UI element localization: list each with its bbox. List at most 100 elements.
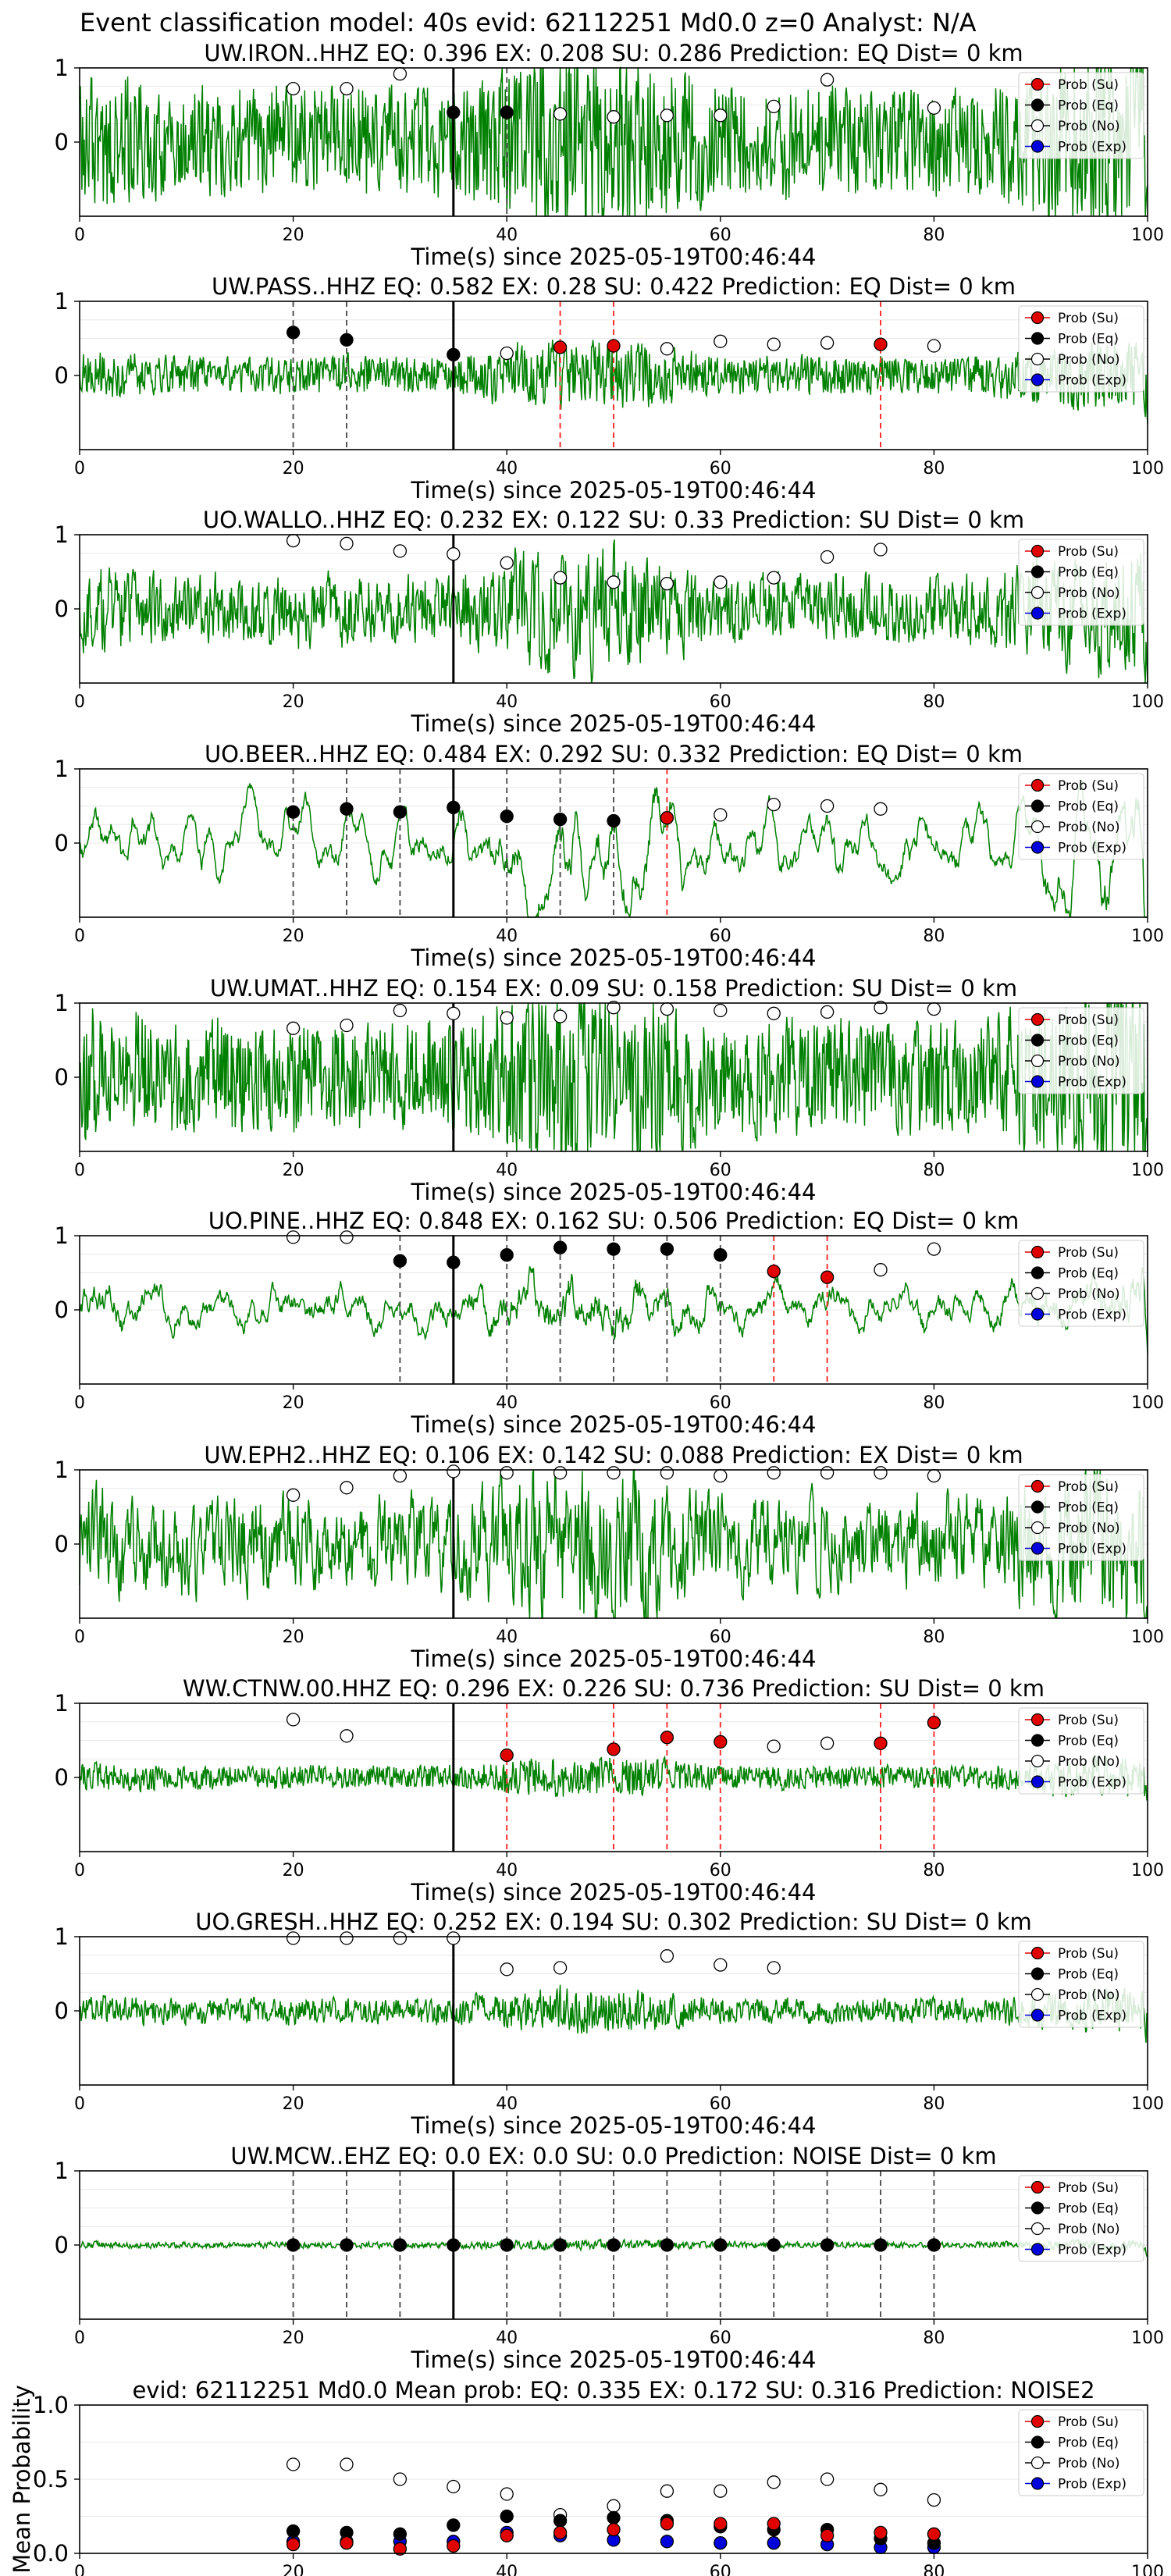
legend-marker [1030, 607, 1045, 620]
mean-probeq-marker [286, 2524, 301, 2539]
mean-probno-marker [714, 2484, 728, 2498]
mean-probsu-marker [714, 2517, 728, 2531]
legend: Prob (Su) Prob (Eq) Prob (No) Prob (Exp) [1018, 1707, 1144, 1795]
eq-prob-marker [340, 2238, 354, 2252]
x-axis-label: Time(s) since 2025-05-19T00:46:44 [411, 244, 817, 270]
mean-probsu-marker [660, 2517, 674, 2531]
noise-prob-marker [286, 81, 301, 96]
eq-prob-marker [660, 1242, 674, 1256]
noise-prob-marker [500, 1962, 514, 1976]
waveform-trace [79, 1002, 1148, 1153]
noise-prob-marker [820, 550, 835, 564]
x-axis-label: Time(s) since 2025-05-19T00:46:44 [411, 1879, 817, 1905]
legend-marker [1030, 1775, 1045, 1788]
x-tick-label: 60 [710, 1161, 731, 1180]
x-tick-label: 40 [496, 2563, 518, 2576]
mean-probeq-marker [393, 2527, 408, 2541]
legend-label: Prob (Exp) [1058, 2008, 1127, 2024]
x-tick-label: 40 [496, 1628, 518, 1647]
noise-prob-marker [927, 1002, 941, 1016]
legend-box [1018, 72, 1144, 159]
x-tick-label: 0 [74, 2563, 85, 2576]
eq-prob-marker [553, 812, 568, 827]
panel-2: UW.PASS..HHZ EQ: 0.582 EX: 0.28 SU: 0.42… [55, 273, 1164, 503]
x-tick-label: 80 [923, 2329, 945, 2348]
x-tick-label: 20 [283, 2563, 304, 2576]
x-tick-label: 100 [1131, 2563, 1164, 2576]
mean-probno-marker [767, 2475, 781, 2489]
eq-prob-marker [767, 2238, 781, 2252]
x-tick-label: 60 [710, 1393, 731, 1413]
noise-prob-marker [286, 1488, 301, 1502]
eq-prob-marker [553, 2238, 568, 2252]
noise-prob-marker [553, 107, 568, 121]
panel-title: UW.PASS..HHZ EQ: 0.582 EX: 0.28 SU: 0.42… [212, 273, 1016, 300]
y-tick-label: 0 [55, 129, 69, 155]
panel-title: UO.BEER..HHZ EQ: 0.484 EX: 0.292 SU: 0.3… [205, 741, 1023, 767]
x-tick-label: 40 [496, 2094, 518, 2114]
noise-prob-marker [340, 1230, 354, 1244]
mean-probno-marker [340, 2457, 354, 2471]
legend-marker [1030, 2243, 1045, 2256]
su-prob-marker [874, 1736, 888, 1750]
legend-marker [1030, 799, 1045, 813]
noise-prob-marker [340, 1018, 354, 1033]
x-tick-label: 100 [1131, 226, 1164, 245]
x-tick-label: 40 [496, 226, 518, 245]
noise-prob-marker [393, 544, 408, 558]
waveform-trace [79, 66, 1148, 217]
legend-marker [1030, 778, 1045, 792]
x-tick-label: 40 [496, 927, 518, 946]
y-tick-label: 0 [55, 1531, 69, 1557]
legend-label: Prob (No) [1058, 1054, 1120, 1069]
mean-probsu-marker [393, 2542, 408, 2556]
x-tick-label: 20 [283, 1161, 304, 1180]
legend-marker [1030, 2222, 1045, 2236]
y-tick-label: 1 [55, 1457, 69, 1483]
legend-marker [1030, 98, 1045, 112]
eq-prob-marker [447, 347, 461, 362]
legend-label: Prob (Su) [1058, 2414, 1119, 2430]
y-tick-label: 1 [55, 288, 69, 315]
noise-prob-marker [660, 109, 674, 123]
legend-marker [1030, 140, 1045, 153]
noise-prob-marker [553, 1466, 568, 1480]
mean-probeq-marker [607, 2510, 621, 2525]
x-tick-label: 60 [710, 927, 731, 946]
eq-prob-marker [714, 1248, 728, 1262]
su-prob-marker [874, 337, 888, 351]
x-tick-label: 60 [710, 459, 731, 479]
noise-prob-marker [286, 1021, 301, 1035]
legend-label: Prob (No) [1058, 119, 1120, 134]
noise-prob-marker [393, 1003, 408, 1018]
noise-prob-marker [660, 342, 674, 356]
mean-probexp-marker [660, 2535, 674, 2549]
eq-prob-marker [340, 802, 354, 816]
x-tick-label: 100 [1131, 2329, 1164, 2348]
legend-marker [1030, 311, 1045, 325]
x-axis-label: Time(s) since 2025-05-19T00:46:44 [411, 945, 817, 971]
mean-probno-marker [607, 2499, 621, 2513]
eq-prob-marker [500, 809, 514, 824]
noise-prob-marker [767, 99, 781, 114]
legend-label: Prob (Eq) [1058, 1266, 1119, 1282]
x-tick-label: 20 [283, 2094, 304, 2114]
x-tick-label: 60 [710, 1861, 731, 1880]
mean-probno-marker [393, 2472, 408, 2486]
eq-prob-marker [393, 1254, 408, 1268]
x-axis-label: Time(s) since 2025-05-19T00:46:44 [411, 710, 817, 737]
y-tick-label: 0 [55, 2232, 69, 2258]
panel-title: UO.PINE..HHZ EQ: 0.848 EX: 0.162 SU: 0.5… [208, 1208, 1019, 1234]
legend-label: Prob (Exp) [1058, 607, 1127, 622]
legend-label: Prob (Exp) [1058, 841, 1127, 856]
legend-label: Prob (Exp) [1058, 140, 1127, 155]
x-tick-label: 0 [74, 226, 85, 245]
legend: Prob (Su) Prob (Eq) Prob (No) Prob (Exp) [1018, 1474, 1144, 1561]
legend-marker [1030, 1479, 1045, 1493]
panel-title: UW.EPH2..HHZ EQ: 0.106 EX: 0.142 SU: 0.0… [204, 1442, 1023, 1468]
legend: Prob (Su) Prob (Eq) Prob (No) Prob (Exp) [1018, 1007, 1144, 1094]
noise-prob-marker [714, 1468, 728, 1483]
y-tick-label: 0 [55, 1297, 69, 1323]
x-tick-label: 80 [923, 1628, 945, 1647]
legend-marker [1030, 1521, 1045, 1535]
